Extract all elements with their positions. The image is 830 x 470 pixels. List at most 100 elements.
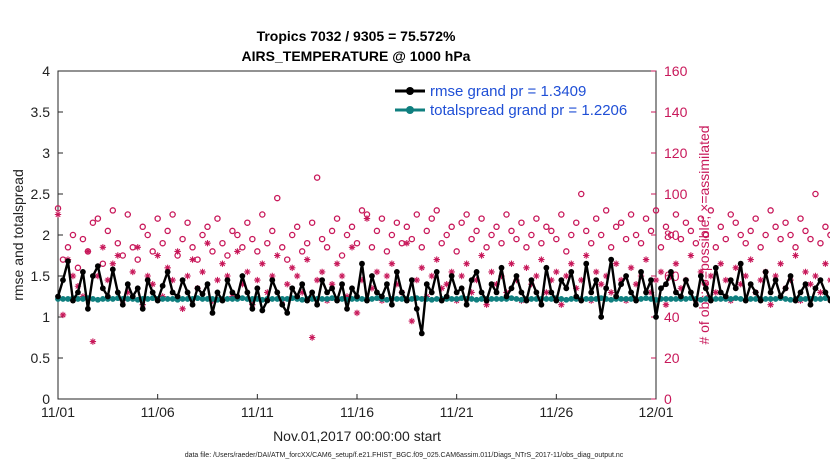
possible-point — [249, 235, 256, 243]
rmse-point — [473, 269, 480, 275]
possible-point — [403, 223, 411, 231]
totalspread-point — [548, 296, 555, 302]
possible-point — [134, 256, 141, 263]
rmse-point — [89, 273, 96, 279]
assimilated-point — [308, 334, 316, 341]
possible-point — [548, 227, 555, 235]
assimilated-point — [348, 244, 356, 251]
rmse-point — [767, 289, 774, 296]
totalspread-point — [239, 295, 246, 302]
y-tick-label: 3 — [42, 145, 50, 161]
possible-point — [697, 215, 705, 222]
rmse-point — [433, 269, 440, 275]
possible-point — [513, 235, 520, 243]
legend: rmse grand pr = 1.3409 totalspread grand… — [395, 83, 627, 119]
rmse-point — [384, 281, 390, 288]
possible-point — [587, 239, 595, 247]
possible-point — [488, 231, 495, 239]
possible-point — [627, 211, 635, 218]
rmse-point — [573, 293, 580, 300]
possible-point — [214, 215, 221, 222]
assimilated-point — [473, 276, 480, 284]
y-axis-label: rmse and totalspread — [10, 169, 26, 301]
rmse-point — [787, 273, 794, 279]
assimilated-point — [802, 268, 809, 276]
totalspread-point — [663, 296, 669, 302]
totalspread-point — [374, 295, 380, 302]
possible-point — [383, 248, 391, 255]
assimilated-point — [687, 252, 695, 259]
x-tick-label: 11/06 — [141, 404, 175, 420]
possible-point — [298, 248, 306, 255]
rmse-point — [254, 285, 261, 292]
y2-tick-label: 40 — [664, 309, 680, 325]
assimilated-point — [593, 268, 600, 276]
rmse-point — [413, 305, 420, 312]
possible-point — [144, 231, 151, 239]
assimilated-point — [54, 211, 62, 218]
possible-point — [667, 231, 675, 239]
rmse-point — [438, 297, 445, 304]
totalspread-point — [339, 296, 345, 302]
totalspread-point — [812, 296, 819, 302]
rmse-point — [603, 285, 610, 292]
assimilated-point — [164, 264, 171, 271]
possible-point — [308, 219, 316, 226]
assimilated-point — [732, 264, 739, 271]
assimilated-point — [129, 268, 136, 276]
possible-point — [303, 239, 311, 247]
possible-point — [752, 215, 759, 222]
totalspread-point — [702, 296, 709, 302]
assimilated-point — [303, 256, 311, 263]
rmse-point — [737, 260, 744, 267]
rmse-point — [702, 285, 709, 292]
totalspread-point — [752, 296, 759, 302]
assimilated-point — [284, 281, 291, 288]
rmse-point — [563, 285, 570, 292]
assimilated-point — [114, 252, 121, 259]
assimilated-point — [224, 272, 231, 280]
assimilated-point — [757, 276, 764, 284]
possible-point — [652, 207, 660, 214]
rmse-point — [428, 289, 435, 296]
rmse-point — [508, 285, 515, 292]
totalspread-point — [673, 296, 679, 302]
assimilated-point — [84, 248, 92, 255]
rmse-point — [359, 260, 365, 267]
possible-point — [782, 219, 789, 226]
possible-point — [767, 207, 774, 214]
possible-point — [149, 248, 156, 255]
rmse-point — [309, 289, 316, 296]
rmse-point — [374, 289, 380, 296]
rmse-point — [638, 269, 644, 275]
possible-point — [333, 215, 341, 222]
possible-point — [717, 223, 725, 231]
y2-tick-label: 80 — [664, 227, 680, 243]
totalspread-point — [762, 296, 769, 302]
rmse-point — [174, 293, 181, 300]
rmse-point — [588, 289, 595, 296]
possible-point — [737, 231, 744, 239]
rmse-point — [219, 297, 226, 304]
assimilated-point — [234, 248, 241, 255]
rmse-point — [727, 277, 734, 283]
assimilated-point — [607, 289, 615, 296]
rmse-point — [732, 285, 739, 292]
assimilated-point — [712, 289, 719, 296]
rmse-point — [393, 269, 400, 275]
possible-point — [642, 215, 650, 222]
totalspread-point — [513, 296, 520, 302]
rmse-point — [558, 277, 565, 283]
assimilated-point — [174, 248, 181, 255]
rmse-point — [99, 285, 106, 292]
totalspread-point — [359, 296, 365, 302]
possible-point — [418, 244, 426, 251]
possible-point — [239, 244, 246, 251]
totalspread-point — [498, 296, 505, 302]
rmse-point — [209, 310, 216, 316]
rmse-point — [314, 301, 321, 308]
assimilated-point — [573, 285, 580, 292]
possible-point — [114, 239, 122, 247]
possible-point — [283, 256, 291, 263]
rmse-point — [643, 289, 649, 296]
